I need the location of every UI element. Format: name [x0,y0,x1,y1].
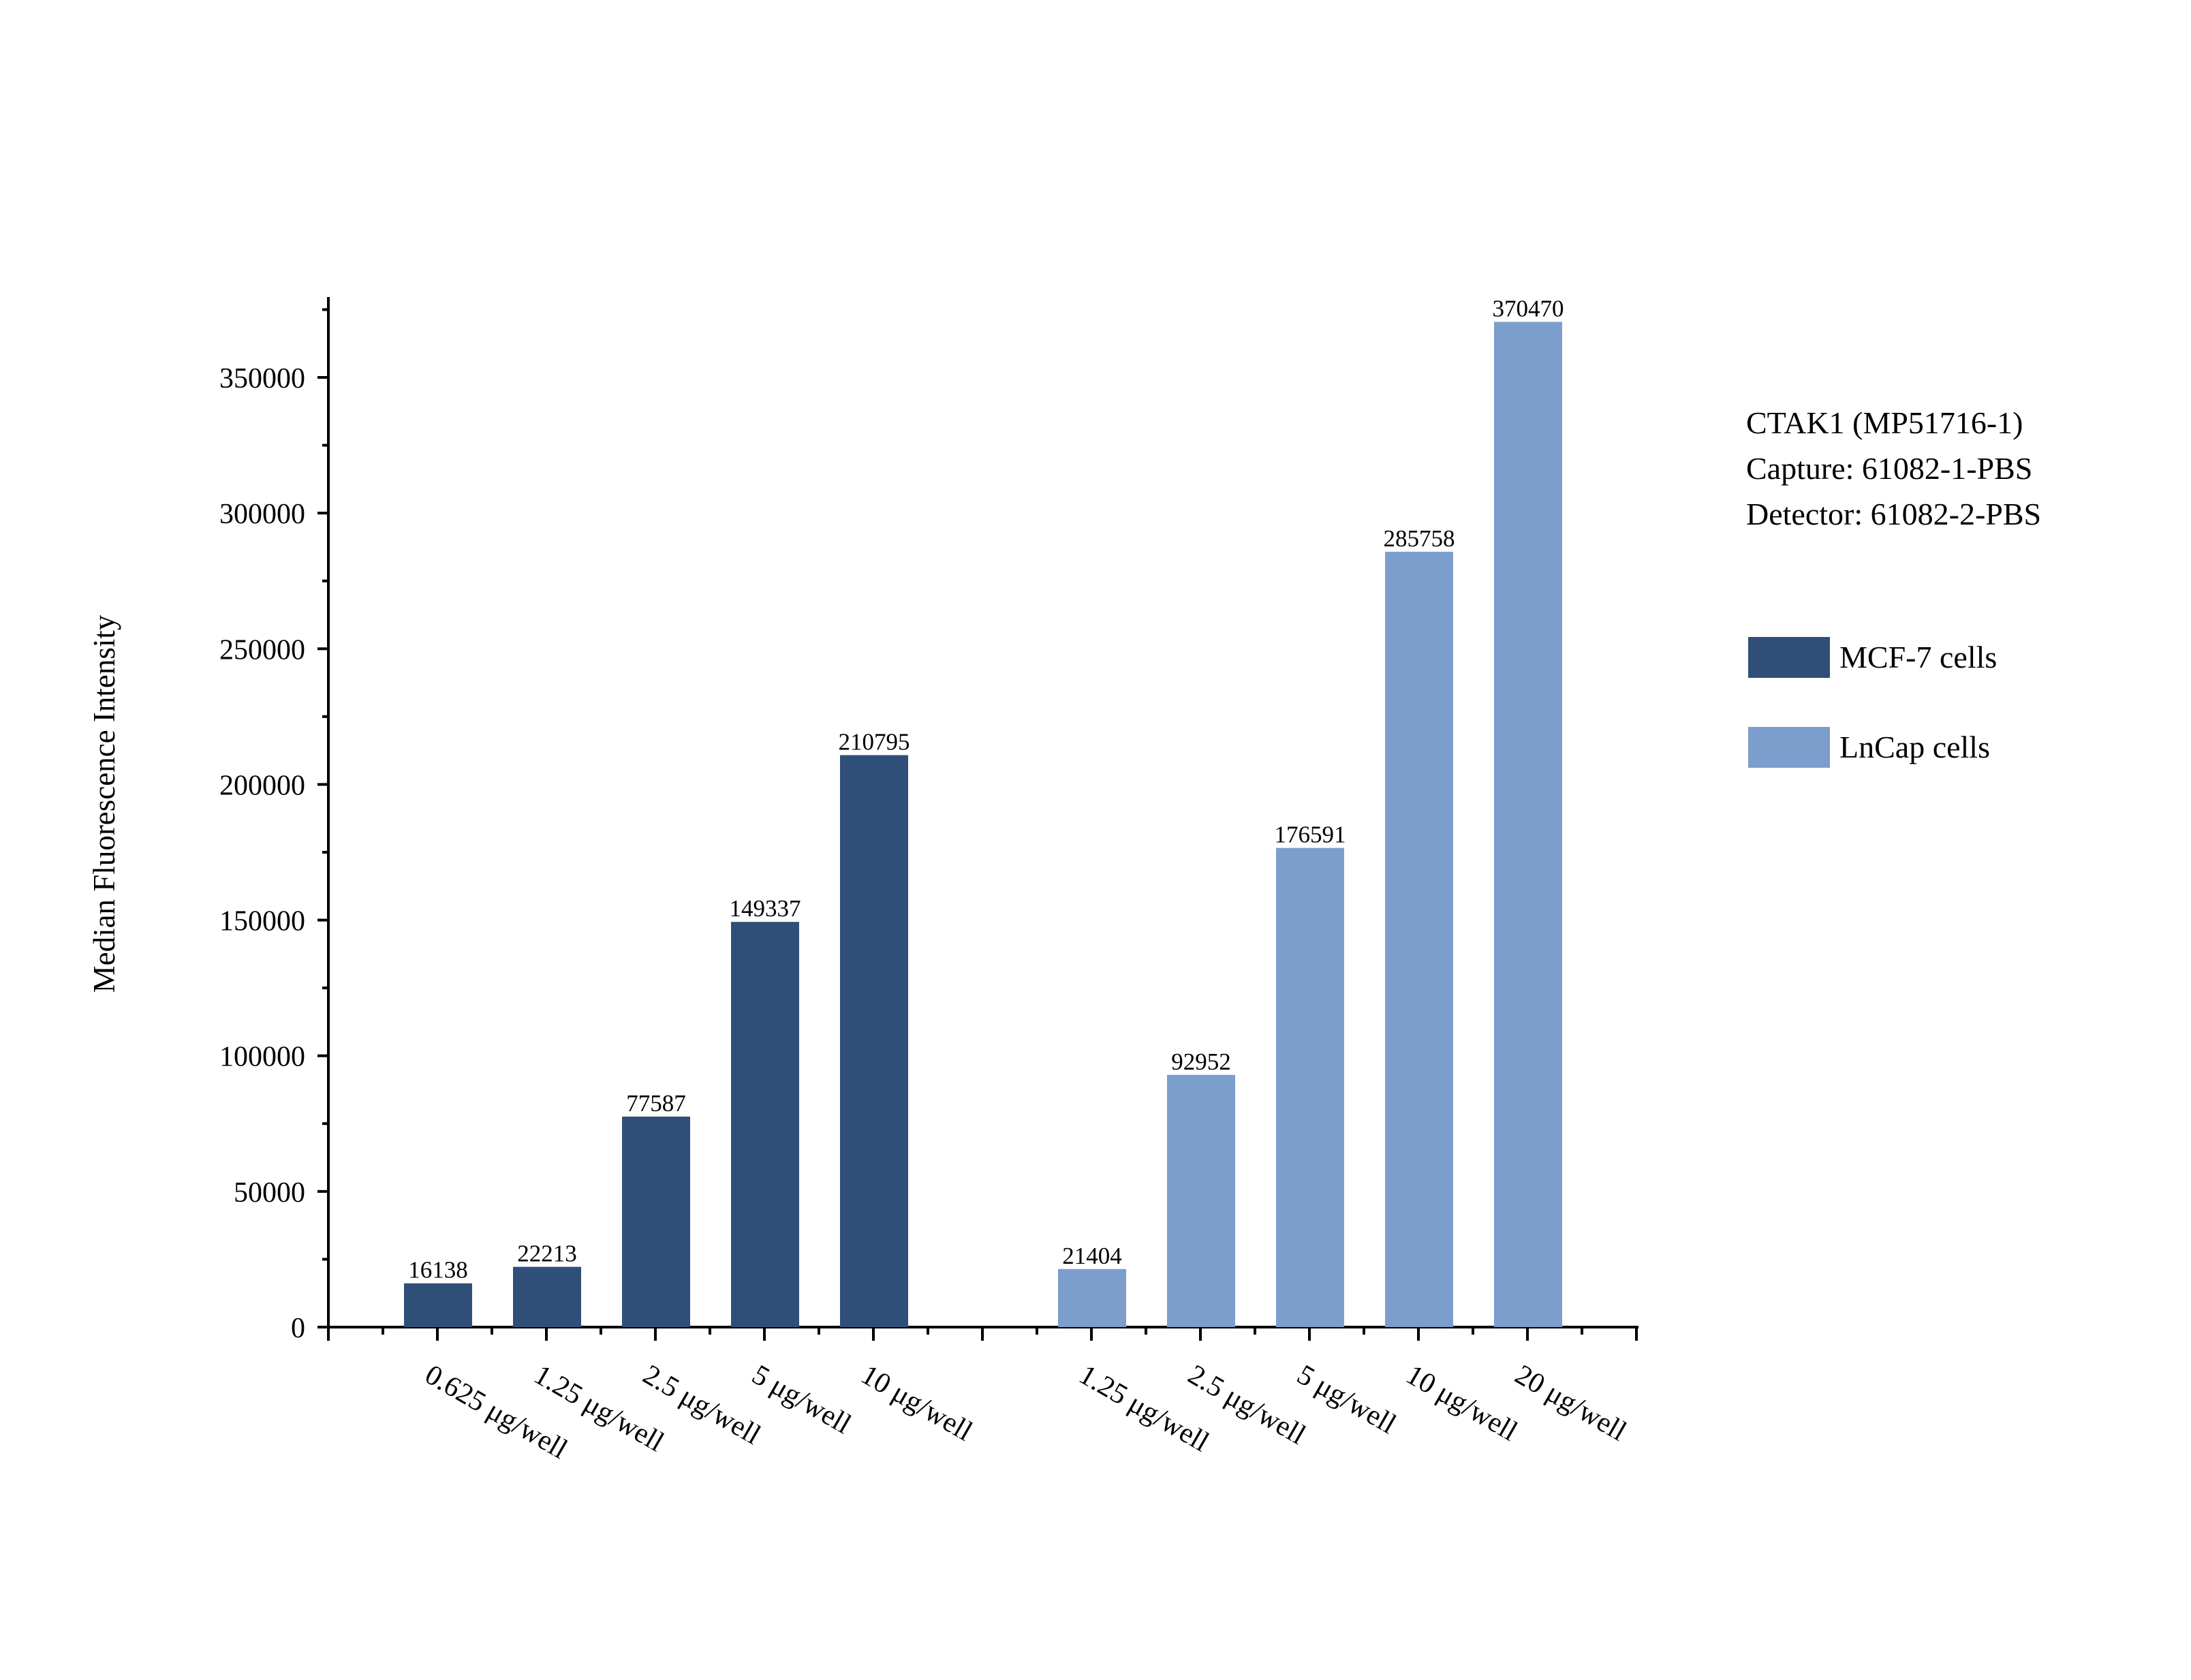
y-axis-title: Median Fluorescence Intensity [87,615,121,993]
x-tick-label: 20 μg/well [1510,1359,1632,1448]
bar-lncap [1167,1074,1235,1327]
data-label: 92952 [1171,1048,1231,1075]
y-tick-label: 50000 [234,1177,305,1209]
legend-swatch [1748,637,1830,678]
annotation-line: Capture: 61082-1-PBS [1746,451,2032,486]
legend-swatch [1748,727,1830,768]
data-label: 370470 [1493,295,1564,322]
bars-group [404,322,1562,1327]
y-tick-label: 300000 [219,499,305,530]
bar-mcf7 [513,1266,581,1327]
bar-mcf7 [731,922,799,1327]
annotation-line: CTAK1 (MP51716-1) [1746,405,2023,440]
bar-mcf7 [840,755,908,1327]
x-tick-label: 10 μg/well [1401,1359,1523,1448]
data-label: 16138 [408,1257,468,1284]
legend: MCF-7 cells LnCap cells [1748,637,1997,768]
y-tick-label: 350000 [219,363,305,394]
y-tick-label: 0 [291,1313,305,1344]
annotation-block: CTAK1 (MP51716-1) Capture: 61082-1-PBS Det… [1746,405,2041,531]
x-tick-label: 10 μg/well [856,1359,978,1448]
bar-mcf7 [404,1283,472,1327]
data-label: 77587 [626,1090,686,1117]
y-tick-label: 250000 [219,634,305,666]
bar-mcf7 [622,1116,690,1327]
legend-label: MCF-7 cells [1839,640,1997,674]
y-tick-label: 150000 [219,906,305,937]
data-label: 176591 [1275,822,1346,848]
data-label: 22213 [517,1241,577,1267]
data-label: 149337 [730,895,801,922]
bar-lncap [1385,551,1453,1327]
y-tick-label: 200000 [219,770,305,801]
data-label: 21404 [1062,1243,1122,1269]
bar-lncap [1494,322,1562,1327]
data-label: 285758 [1384,525,1455,552]
legend-label: LnCap cells [1839,730,1990,764]
bar-lncap [1276,847,1344,1327]
annotation-line: Detector: 61082-2-PBS [1746,497,2041,531]
data-label: 210795 [839,728,910,755]
y-tick-label: 100000 [219,1042,305,1073]
bar-lncap [1058,1269,1126,1327]
